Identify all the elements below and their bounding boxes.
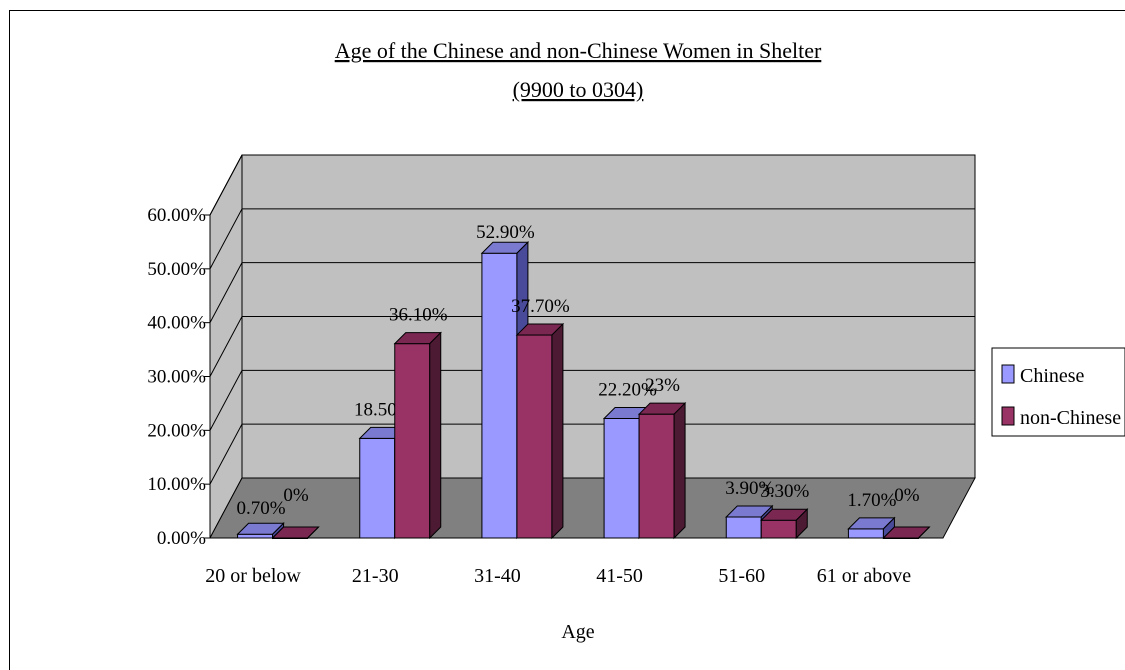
chart-subtitle: (9900 to 0304) bbox=[513, 77, 644, 102]
gridline bbox=[209, 154, 975, 216]
bar-non-chinese bbox=[394, 343, 431, 539]
data-label: 0% bbox=[894, 485, 920, 506]
bar-side bbox=[918, 526, 930, 539]
gridline bbox=[209, 423, 975, 485]
x-tick-label: 20 or below bbox=[205, 565, 301, 587]
bar-chinese bbox=[847, 528, 884, 539]
x-tick-label: 41-50 bbox=[596, 565, 643, 587]
y-tick-label: 0.00% bbox=[157, 528, 206, 549]
bar-chinese bbox=[603, 417, 640, 539]
y-tick-label: 40.00% bbox=[147, 313, 206, 334]
x-tick-label: 21-30 bbox=[352, 565, 399, 587]
x-tick-label: 31-40 bbox=[474, 565, 521, 587]
bar-non-chinese bbox=[516, 334, 553, 539]
gridline bbox=[209, 262, 975, 323]
bar-non-chinese bbox=[760, 519, 797, 539]
gridline bbox=[209, 208, 975, 270]
data-label: 52.90% bbox=[476, 222, 535, 243]
bar-chinese bbox=[237, 533, 274, 539]
x-tick-label: 51-60 bbox=[718, 565, 765, 587]
data-label: 0% bbox=[283, 485, 309, 506]
data-label: 36.10% bbox=[389, 305, 448, 326]
data-label: 37.70% bbox=[511, 296, 570, 317]
y-tick-label: 60.00% bbox=[147, 205, 206, 226]
bar-non-chinese bbox=[638, 413, 675, 539]
data-label: 23% bbox=[645, 375, 680, 396]
y-tick-label: 30.00% bbox=[147, 367, 206, 388]
bar-chinese bbox=[725, 516, 762, 539]
gridline bbox=[209, 369, 975, 431]
chart-frame bbox=[9, 10, 1125, 670]
data-label: 3.90% bbox=[725, 478, 774, 499]
legend: Chinese non-Chinese bbox=[991, 347, 1125, 437]
x-axis-label: Age bbox=[561, 621, 594, 643]
data-label: 3.30% bbox=[760, 481, 809, 502]
bar-side bbox=[795, 508, 808, 540]
bar-side bbox=[429, 331, 442, 540]
legend-swatch-non-chinese bbox=[1001, 406, 1015, 426]
y-tick-label: 20.00% bbox=[147, 420, 206, 441]
legend-label-chinese: Chinese bbox=[1020, 365, 1085, 387]
y-tick-label: 10.00% bbox=[147, 474, 206, 495]
bar-side bbox=[673, 401, 686, 540]
data-label: 1.70% bbox=[847, 490, 896, 511]
gridline bbox=[209, 316, 975, 377]
bar-side bbox=[307, 526, 319, 539]
y-tick-label: 50.00% bbox=[147, 259, 206, 280]
legend-label-non-chinese: non-Chinese bbox=[1020, 407, 1121, 429]
bar-chinese bbox=[359, 437, 396, 539]
plot-area: 0.00% 10.00% 20.00% 30.00% 40.00% 50.00% 60.00… bbox=[147, 154, 976, 587]
bar-side bbox=[551, 322, 564, 540]
data-label: 22.20% bbox=[598, 379, 657, 400]
chart-title: Age of the Chinese and non-Chinese Women… bbox=[335, 38, 822, 63]
legend-swatch-chinese bbox=[1001, 364, 1015, 384]
x-tick-label: 61 or above bbox=[817, 565, 912, 587]
data-label: 0.70% bbox=[237, 498, 286, 519]
